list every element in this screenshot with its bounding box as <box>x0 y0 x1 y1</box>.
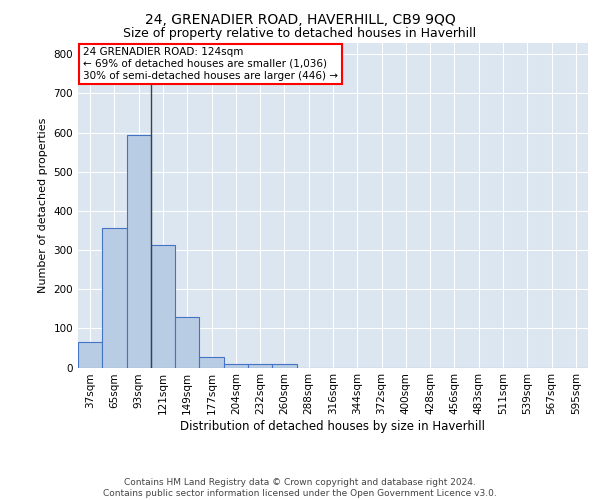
Bar <box>127 136 151 368</box>
Text: Size of property relative to detached houses in Haverhill: Size of property relative to detached ho… <box>124 28 476 40</box>
Text: 24 GRENADIER ROAD: 124sqm
← 69% of detached houses are smaller (1,036)
30% of se: 24 GRENADIER ROAD: 124sqm ← 69% of detac… <box>83 48 338 80</box>
Bar <box>224 364 248 368</box>
Bar <box>175 316 199 368</box>
Bar <box>78 342 102 367</box>
Bar <box>248 364 272 368</box>
Bar <box>151 244 175 368</box>
X-axis label: Distribution of detached houses by size in Haverhill: Distribution of detached houses by size … <box>181 420 485 433</box>
Text: Contains HM Land Registry data © Crown copyright and database right 2024.
Contai: Contains HM Land Registry data © Crown c… <box>103 478 497 498</box>
Bar <box>272 364 296 368</box>
Bar <box>102 228 127 368</box>
Text: 24, GRENADIER ROAD, HAVERHILL, CB9 9QQ: 24, GRENADIER ROAD, HAVERHILL, CB9 9QQ <box>145 12 455 26</box>
Bar <box>199 357 224 368</box>
Y-axis label: Number of detached properties: Number of detached properties <box>38 118 48 292</box>
